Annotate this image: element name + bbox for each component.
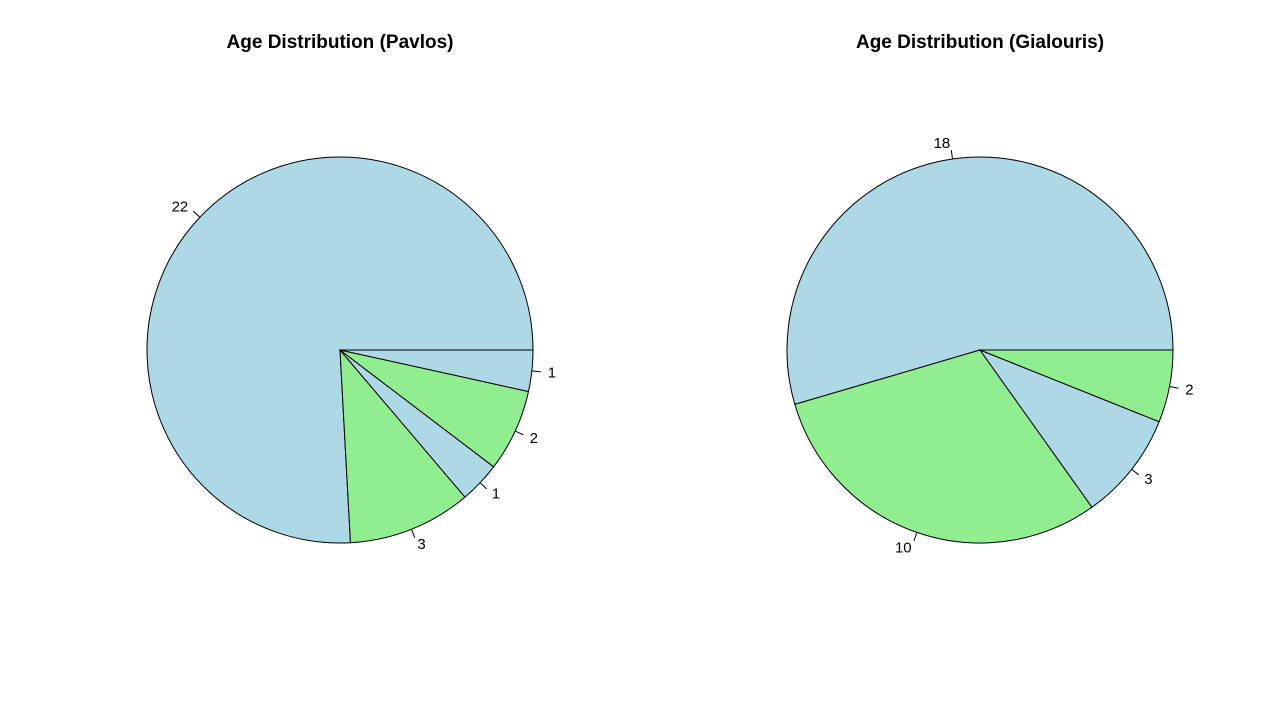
pie-chart-gialouris: Age Distribution (Gialouris) 18 10 3 2 [786, 32, 1194, 557]
slice-label: 1 [548, 365, 556, 382]
pie-slice [146, 156, 534, 544]
label-tick [1131, 468, 1140, 476]
pie-slice [339, 349, 534, 393]
label-tick [193, 210, 201, 218]
slice-label: 3 [417, 536, 425, 553]
slice-label: 10 [895, 540, 912, 557]
slice-label: 18 [934, 135, 951, 152]
label-tick [913, 532, 918, 542]
pie-slice [794, 349, 1093, 544]
chart-title: Age Distribution (Pavlos) [227, 32, 454, 53]
pie-slices [146, 156, 534, 544]
pie-labels: 18 10 3 2 [895, 135, 1194, 556]
slice-label: 2 [1185, 382, 1193, 399]
slice-label: 22 [172, 198, 189, 215]
pie-slice [339, 348, 466, 544]
pie-slices [786, 156, 1174, 544]
label-tick [531, 370, 541, 373]
slice-label: 3 [1144, 471, 1152, 488]
chart-title: Age Distribution (Gialouris) [856, 32, 1104, 53]
label-tick [479, 482, 487, 490]
slice-label: 2 [530, 430, 538, 447]
label-tick [514, 430, 524, 436]
pie-labels: 22 3 1 2 1 [172, 198, 557, 553]
label-tick [950, 149, 954, 160]
label-tick [410, 529, 416, 538]
label-tick [1169, 386, 1179, 389]
pie-slice [979, 349, 1174, 423]
slice-label: 1 [492, 486, 500, 503]
pie-chart-pavlos: Age Distribution (Pavlos) 22 3 1 2 1 [146, 32, 557, 553]
